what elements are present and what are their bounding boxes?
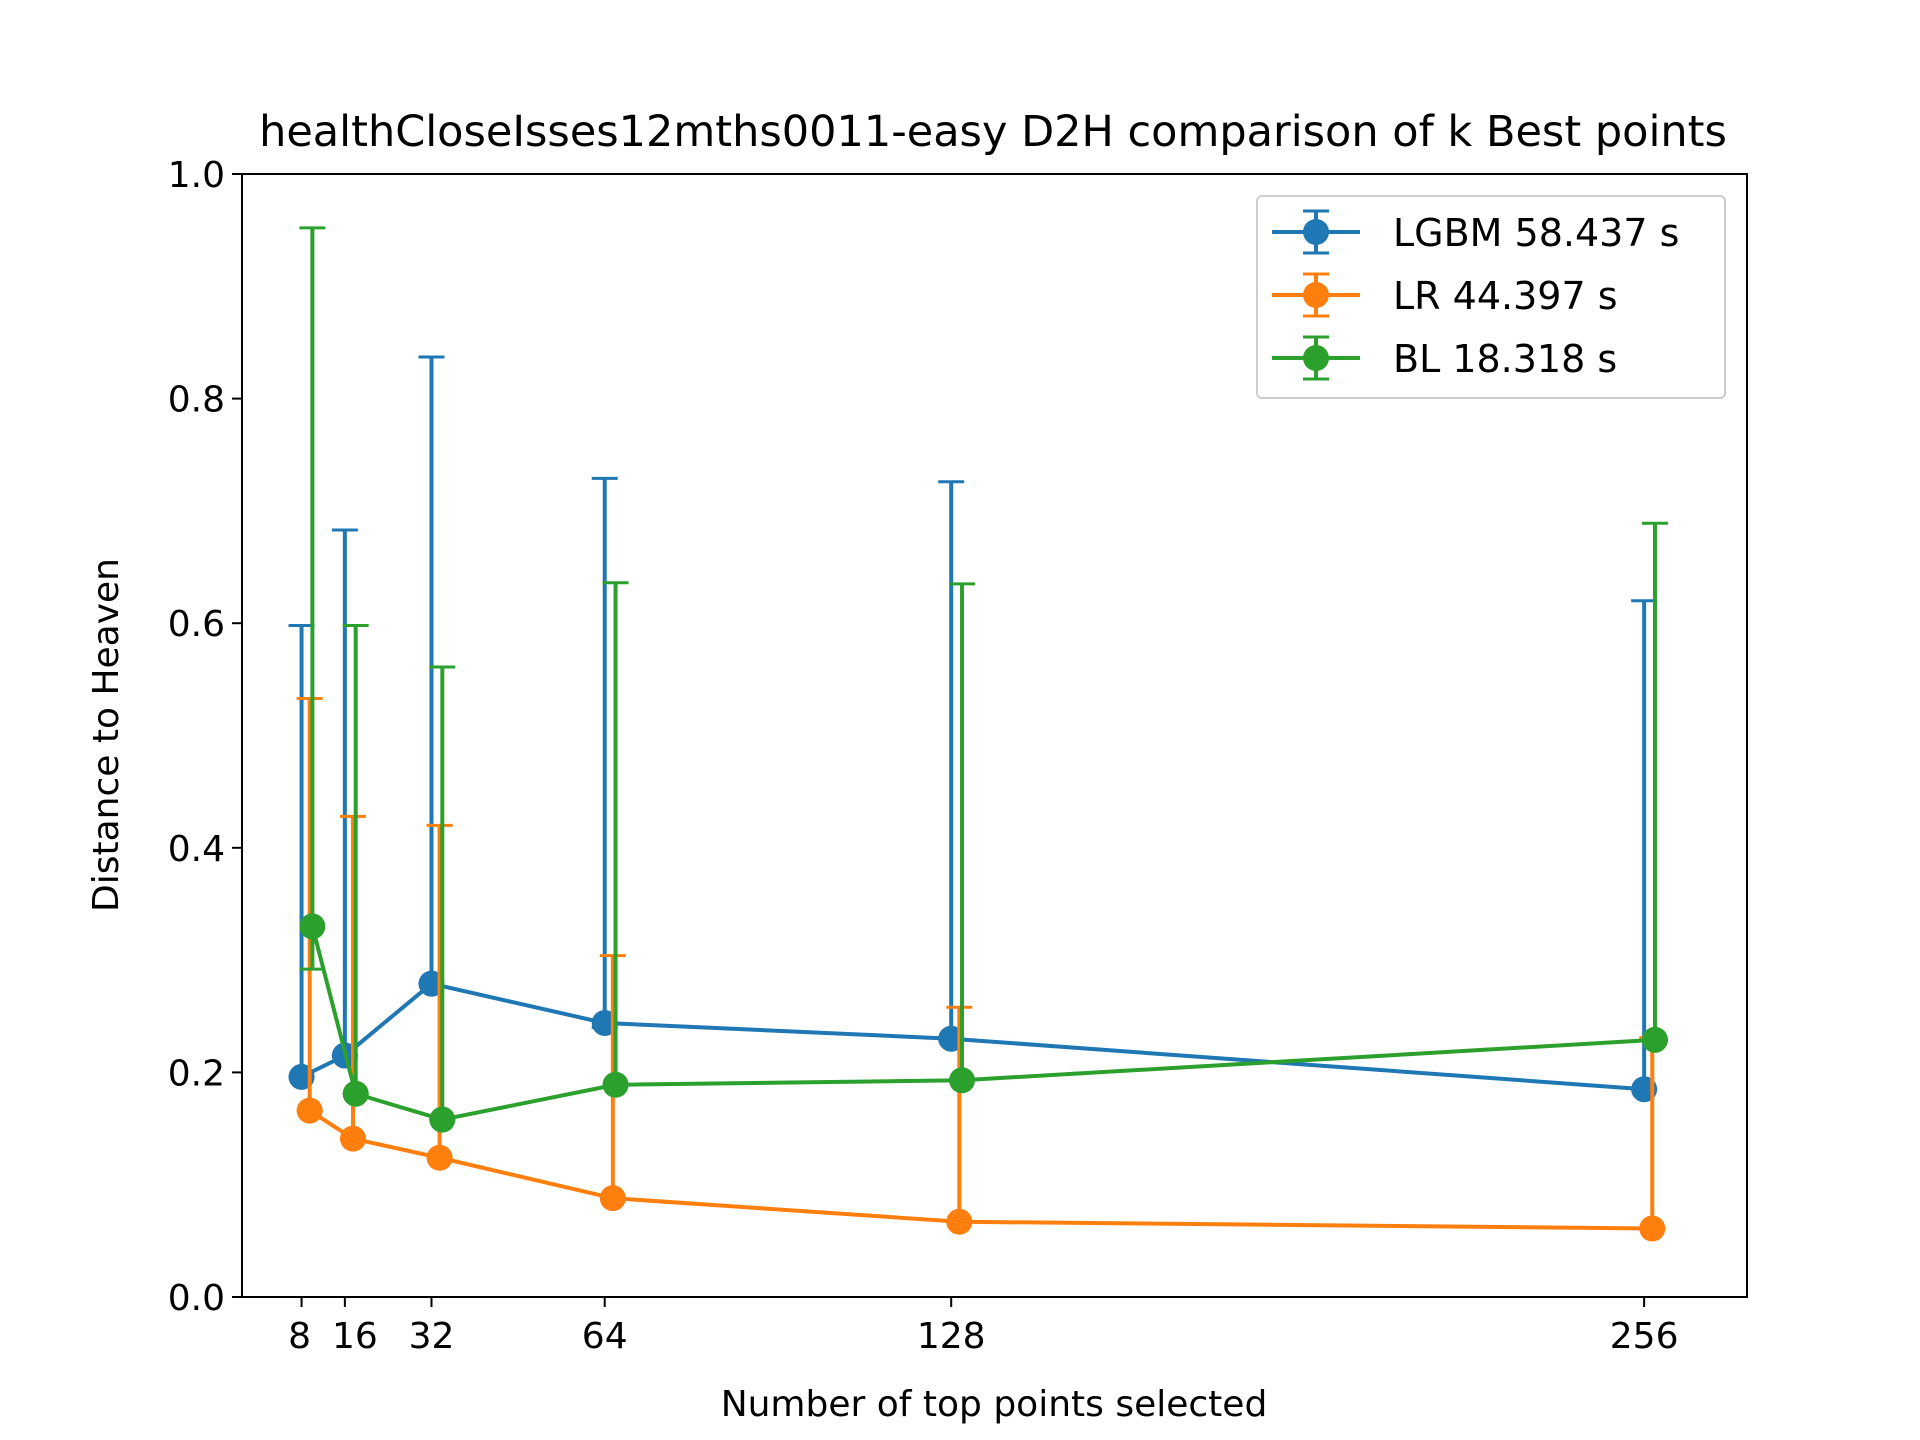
plot-marks (288, 226, 1668, 1242)
series-1-point-0 (296, 1097, 323, 1124)
y-tick-label-1: 0.2 (168, 1053, 225, 1094)
series-2-point-3 (602, 1071, 629, 1098)
y-axis-label: Distance to Heaven (86, 558, 127, 912)
x-tick-label-1: 16 (332, 1316, 378, 1357)
x-axis-label: Number of top points selected (721, 1384, 1268, 1425)
y-tick-label-3: 0.6 (168, 604, 225, 645)
x-tick-label-4: 128 (917, 1316, 986, 1357)
y-tick-label-2: 0.4 (168, 829, 225, 870)
series-2-point-4 (949, 1067, 976, 1094)
x-tick-label-2: 32 (409, 1316, 455, 1357)
series-1-point-3 (599, 1185, 626, 1212)
series-1-point-1 (339, 1125, 366, 1152)
x-tick-label-5: 256 (1610, 1316, 1679, 1357)
series-1-point-5 (1639, 1215, 1666, 1242)
axis-ticks: 8 16 32 64 128 256 0.0 0.2 0.4 0.6 0.8 1.0 (168, 155, 1679, 1357)
legend-label-0: LGBM 58.437 s (1393, 211, 1679, 255)
series-2-line (310, 925, 1656, 1122)
series-2-point-0 (299, 913, 326, 940)
series-2-point-2 (429, 1106, 456, 1133)
series-1-point-2 (426, 1144, 453, 1171)
plot-frame (241, 173, 1748, 1298)
y-tick-label-0: 0.0 (168, 1278, 225, 1319)
series-2-point-1 (342, 1080, 369, 1107)
x-tick-label-0: 8 (288, 1316, 311, 1357)
series-2-point-5 (1641, 1026, 1668, 1053)
legend-marker-2 (1303, 345, 1329, 371)
legend-label-1: LR 44.397 s (1393, 274, 1618, 318)
legend-box (1256, 195, 1726, 399)
y-tick-label-5: 1.0 (168, 155, 225, 196)
legend-label-2: BL 18.318 s (1393, 337, 1617, 381)
series-1-point-4 (946, 1208, 973, 1235)
legend-marker-1 (1303, 282, 1329, 308)
legend-marker-0 (1303, 219, 1329, 245)
legend: LGBM 58.437 s LR 44.397 s BL 18.318 s (1256, 195, 1726, 399)
y-tick-label-4: 0.8 (168, 380, 225, 421)
x-tick-label-3: 64 (582, 1316, 628, 1357)
chart-title: healthCloseIsses12mths0011-easy D2H comp… (259, 107, 1727, 157)
